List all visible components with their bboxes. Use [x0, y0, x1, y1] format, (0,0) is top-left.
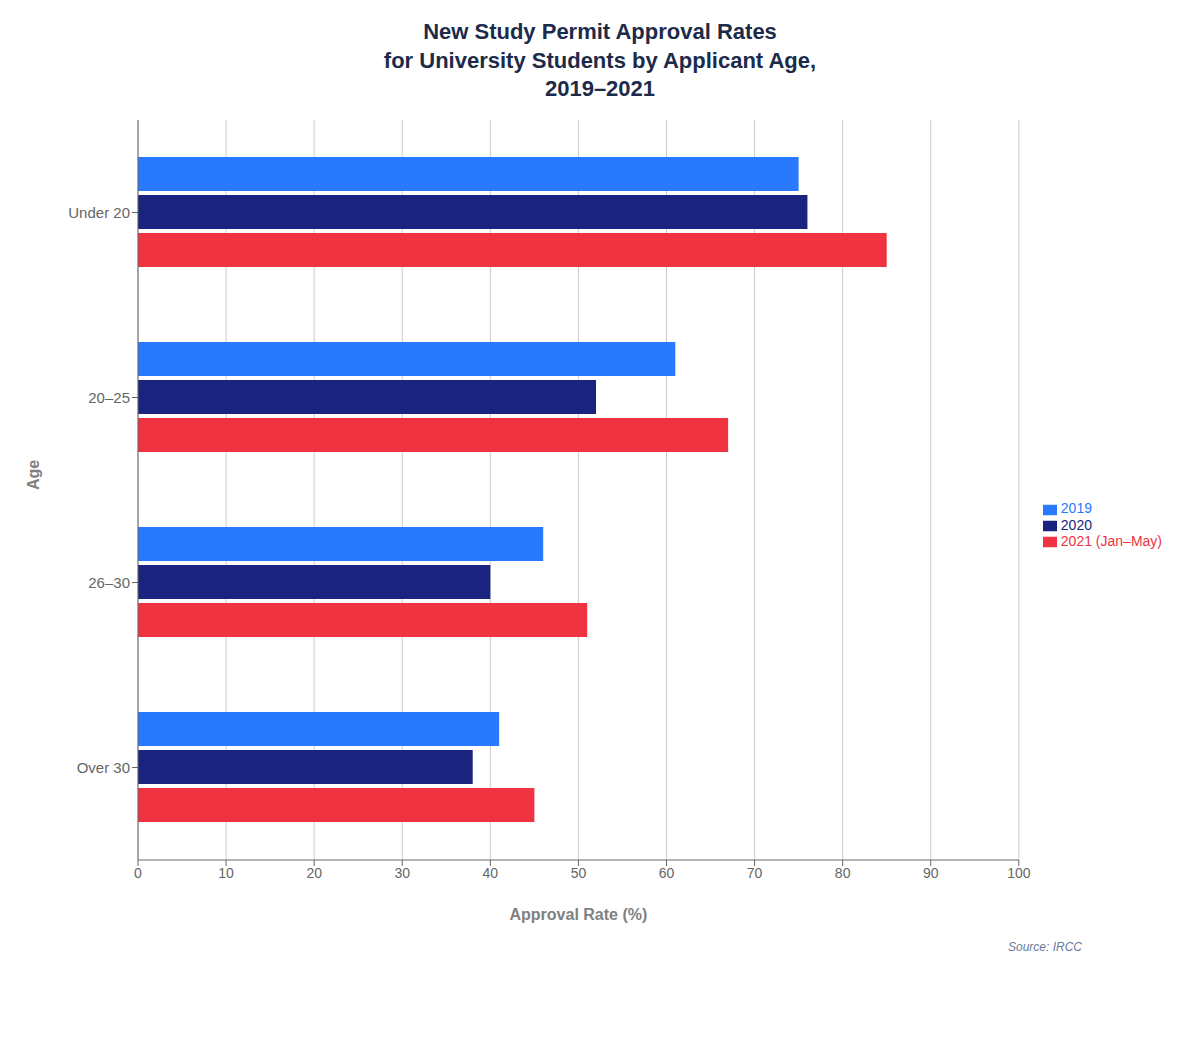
svg-text:10: 10	[218, 865, 234, 881]
html-text:2021 (Jan–May): 2021 (Jan–May)	[1060, 532, 1162, 549]
svg-text:40: 40	[483, 865, 499, 881]
html-text:2020: 2020	[1060, 516, 1092, 533]
svg-text:100: 100	[1007, 865, 1031, 881]
svg-text:20–25: 20–25	[88, 389, 130, 406]
svg-text:90: 90	[923, 865, 939, 881]
svg-text:50: 50	[571, 865, 587, 881]
svg-text:30: 30	[394, 865, 410, 881]
svg-text:80: 80	[835, 865, 851, 881]
svg-text:Under 20: Under 20	[68, 204, 130, 221]
svg-text:Age: Age	[25, 459, 42, 489]
svg-text:0: 0	[134, 865, 142, 881]
svg-text:Approval Rate (%): Approval Rate (%)	[510, 906, 648, 923]
html-text:2019: 2019	[1060, 500, 1092, 517]
svg-text:70: 70	[747, 865, 763, 881]
svg-text:26–30: 26–30	[88, 574, 130, 591]
svg-text:60: 60	[659, 865, 675, 881]
html-text:Source: IRCC: Source: IRCC	[1008, 939, 1082, 954]
svg-text:Over 30: Over 30	[77, 759, 130, 776]
html-text:New Study Permit Approval Rate: New Study Permit Approval Rates for Univ…	[383, 19, 817, 102]
svg-text:20: 20	[306, 865, 322, 881]
